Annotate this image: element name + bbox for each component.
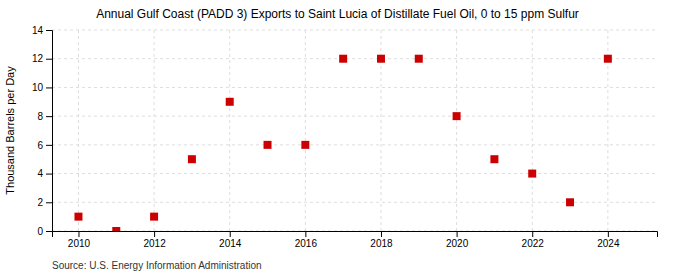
y-tick-mark	[46, 174, 52, 175]
y-tick-mark	[46, 30, 52, 31]
x-grid-line	[229, 30, 230, 231]
y-tick: 10	[32, 82, 52, 93]
y-grid-line	[52, 144, 657, 145]
y-tick-mark	[46, 202, 52, 203]
y-tick-label: 10	[32, 82, 44, 93]
y-grid-line	[52, 116, 657, 117]
chart: 2010 2012 2014 2016 2018 2020 2022 2024 0 2 4 6 8 10 1…	[0, 0, 675, 275]
x-tick-label: 2020	[446, 238, 469, 249]
y-tick-label: 0	[37, 226, 43, 237]
point	[528, 170, 536, 178]
point	[264, 141, 272, 149]
y-tick: 2	[37, 197, 52, 208]
y-tick: 0	[37, 226, 52, 237]
y-tick: 8	[37, 111, 52, 122]
y-tick-label: 2	[37, 197, 43, 208]
x-tick-label: 2018	[370, 238, 393, 249]
point	[301, 141, 309, 149]
point	[490, 155, 498, 163]
point	[150, 213, 158, 221]
plot-area: 2010 2012 2014 2016 2018 2020 2022 2024 0 2 4 6 8 10 1…	[32, 25, 658, 249]
y-tick: 12	[32, 53, 52, 64]
x-tick: 2014	[219, 231, 242, 249]
y-tick-mark	[46, 87, 52, 88]
y-axis-label: Thousand Barrels per Day	[4, 66, 16, 195]
points	[74, 55, 611, 231]
x-tick: 2020	[446, 231, 469, 249]
x-tick-mark	[154, 231, 155, 237]
point	[566, 198, 574, 206]
x-tick: 2012	[143, 231, 166, 249]
x-tick-mark	[608, 231, 609, 237]
y-tick-mark	[46, 231, 52, 232]
y-grid-line	[52, 87, 657, 88]
x-grid-line	[456, 30, 457, 231]
x-tick-mark	[532, 231, 533, 237]
y-tick-label: 6	[37, 140, 43, 151]
x-tick: 2016	[295, 231, 318, 249]
point	[188, 155, 196, 163]
x-tick-label: 2016	[295, 238, 318, 249]
x-tick-mark	[305, 231, 306, 237]
x-tick-label: 2010	[68, 238, 91, 249]
point	[74, 213, 82, 221]
x-tick-mark	[78, 231, 79, 237]
y-tick: 6	[37, 140, 52, 151]
y-tick-mark	[46, 59, 52, 60]
y-tick-mark	[46, 116, 52, 117]
title: Annual Gulf Coast (PADD 3) Exports to Sa…	[96, 7, 579, 21]
x-tick: 2022	[522, 231, 545, 249]
y-tick-label: 14	[32, 25, 44, 36]
x-axis: 2010 2012 2014 2016 2018 2020 2022 2024	[53, 231, 658, 249]
y-axis-line	[46, 31, 53, 232]
point	[415, 55, 423, 63]
x-tick: 2018	[370, 231, 393, 249]
point	[604, 55, 612, 63]
x-tick-mark	[381, 231, 382, 237]
y-axis: 0 2 4 6 8 10 12 14	[32, 25, 53, 237]
x-grid-line	[305, 30, 306, 231]
y-grid-line	[52, 58, 657, 59]
x-tick-label: 2024	[597, 238, 620, 249]
y-tick-label: 12	[32, 53, 44, 64]
y-grid-line	[52, 30, 657, 31]
y-tick: 14	[32, 25, 52, 36]
x-tick-mark	[230, 231, 231, 237]
x-grid-line	[154, 30, 155, 231]
point	[112, 227, 120, 231]
y-grid-line	[52, 173, 657, 174]
point	[339, 55, 347, 63]
y-tick-label: 8	[37, 111, 43, 122]
x-tick: 2024	[597, 231, 620, 249]
x-tick-label: 2012	[143, 238, 166, 249]
point	[226, 98, 234, 106]
y-tick-mark	[46, 145, 52, 146]
x-tick-mark	[457, 231, 458, 237]
x-tick: 2010	[68, 231, 91, 249]
x-tick-label: 2022	[522, 238, 545, 249]
grid	[52, 30, 657, 231]
point	[377, 55, 385, 63]
x-grid-line	[532, 30, 533, 231]
source-note: Source: U.S. Energy Information Administ…	[52, 260, 262, 271]
y-tick-label: 4	[37, 168, 43, 179]
x-axis-line	[53, 232, 658, 238]
x-grid-line	[78, 30, 79, 231]
x-tick-label: 2014	[219, 238, 242, 249]
y-tick: 4	[37, 168, 52, 179]
point	[453, 112, 461, 120]
